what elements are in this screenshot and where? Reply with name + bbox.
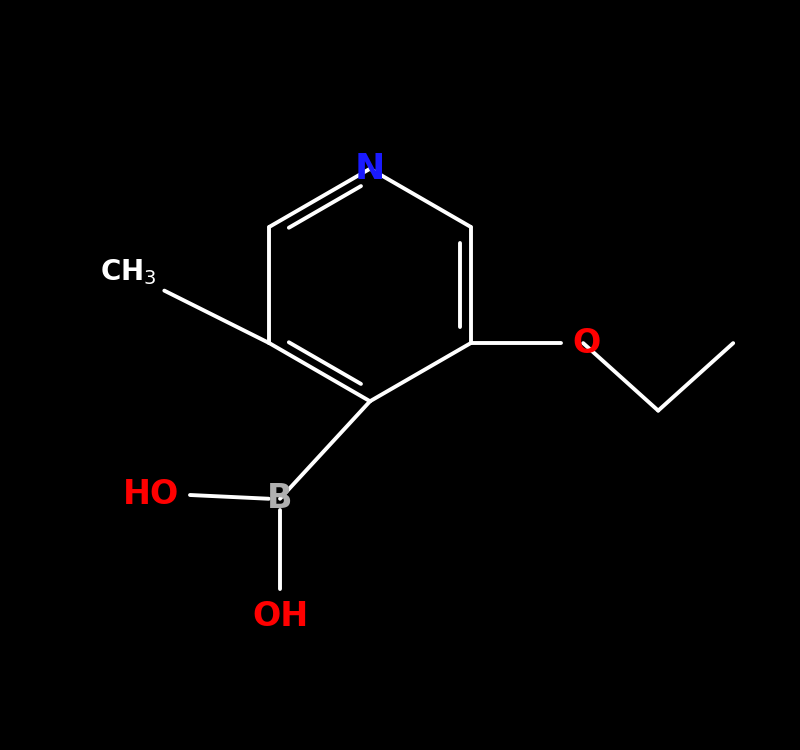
Text: B: B bbox=[267, 482, 293, 515]
Text: N: N bbox=[355, 152, 385, 186]
Text: OH: OH bbox=[252, 600, 308, 633]
Text: CH$_3$: CH$_3$ bbox=[100, 257, 157, 286]
Text: O: O bbox=[572, 327, 600, 360]
Text: HO: HO bbox=[122, 478, 178, 512]
